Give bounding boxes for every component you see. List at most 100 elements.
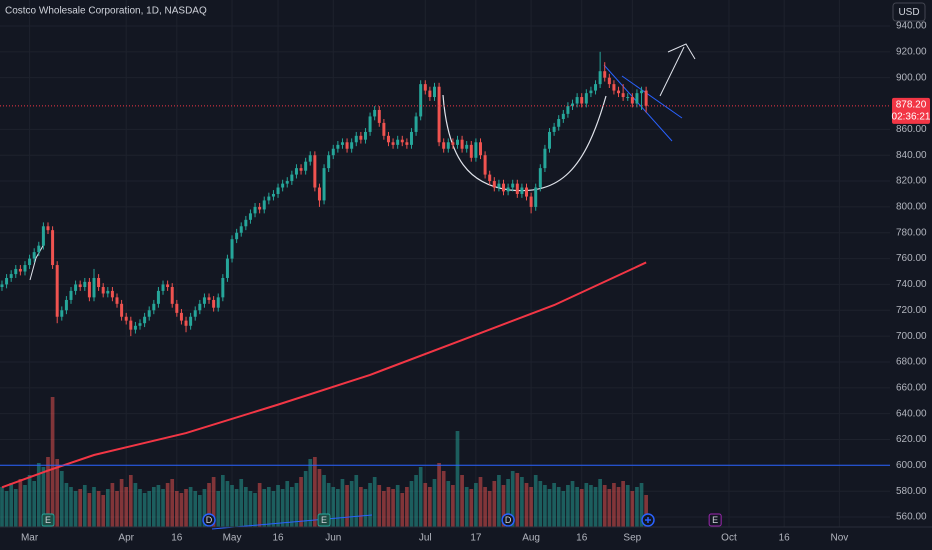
candle-body [373, 109, 377, 117]
currency-button[interactable] [892, 2, 926, 22]
candle-body [571, 103, 575, 107]
candle-body [74, 284, 78, 291]
volume-bar [478, 477, 483, 527]
y-tick-label: 900.00 [896, 72, 927, 83]
add-event-button[interactable] [641, 513, 655, 527]
volume-bar [243, 487, 248, 527]
candle-body [603, 71, 607, 78]
add-icon-plus[interactable] [645, 517, 651, 523]
x-tick-label: 16 [171, 533, 183, 544]
candle-body [156, 290, 160, 304]
volume-bar [469, 489, 474, 527]
arrow-line [659, 46, 685, 97]
candle-body [635, 93, 639, 104]
volume-bar [225, 481, 230, 527]
volume-bar [455, 431, 460, 527]
y-tick-label: 820.00 [896, 176, 927, 187]
volume-bar [280, 489, 285, 527]
candle-body [41, 226, 45, 246]
y-tick-label: 780.00 [896, 227, 927, 238]
candle-body [331, 148, 335, 156]
candle-body [60, 310, 64, 317]
event-label: E [45, 515, 51, 525]
candle-body [607, 77, 611, 85]
volume-bar [460, 475, 464, 527]
candle-body [469, 144, 473, 158]
candle-body [455, 139, 459, 145]
volume-bar [303, 471, 308, 527]
candle-body [474, 142, 478, 158]
candle-body [382, 122, 386, 136]
volume-bar [349, 481, 354, 527]
x-tick-label: 16 [576, 533, 588, 544]
volume-bar [308, 459, 313, 527]
candle-body [37, 245, 41, 253]
price-scale [890, 0, 932, 550]
volume-bar [105, 489, 110, 527]
volume-bar [616, 487, 621, 527]
volume-bar [368, 483, 372, 527]
candle-body [97, 277, 101, 288]
volume-bar [556, 487, 561, 527]
candle-body [308, 155, 312, 162]
volume-bar [276, 485, 280, 527]
event-label: E [321, 515, 327, 525]
candle-body [18, 268, 22, 272]
volume-bar [510, 471, 515, 527]
volume-bar [612, 483, 616, 527]
y-tick-label: 600.00 [896, 460, 927, 471]
volume-bar [589, 485, 593, 527]
candle-body [538, 168, 542, 188]
volume-bar [115, 491, 119, 527]
volume-bar [110, 483, 115, 527]
volume-bar [317, 469, 322, 527]
volume-bar [64, 483, 69, 527]
candle-body [598, 71, 602, 85]
candle-body [221, 277, 225, 298]
candles-layer [0, 51, 648, 337]
candle-body [451, 142, 455, 145]
volume-bar [464, 487, 469, 527]
volume-bar [340, 479, 345, 527]
volume-bar [395, 485, 400, 527]
candle-body [617, 90, 621, 94]
candle-body [354, 135, 358, 143]
y-tick-label: 840.00 [896, 150, 927, 161]
volume-bar [432, 479, 437, 527]
volume-bar [584, 483, 589, 527]
volume-bar [492, 481, 497, 527]
volume-bar [299, 477, 303, 527]
volume-bar [9, 483, 14, 527]
volume-bar [27, 475, 32, 527]
volume-bar [359, 487, 363, 527]
candle-body [502, 183, 505, 192]
candle-body [548, 131, 552, 149]
candle-body [258, 206, 262, 210]
x-tick-label: Jul [419, 533, 432, 544]
y-tick-label: 940.00 [896, 21, 927, 32]
volume-bar [474, 483, 478, 527]
volume-bar [73, 491, 78, 527]
candle-body [129, 320, 133, 330]
volume-bar [13, 489, 18, 527]
candle-body [202, 297, 206, 304]
volume-bar [59, 471, 64, 527]
volume-bar [96, 491, 101, 527]
candle-body [414, 116, 418, 132]
x-tick-label: May [223, 533, 242, 544]
volume-bar [363, 489, 368, 527]
volume-bar [625, 485, 630, 527]
candle-body [170, 287, 174, 304]
channel-line [621, 75, 683, 119]
volume-bar [0, 487, 4, 527]
x-tick-label: Mar [21, 533, 39, 544]
volume-bar [575, 487, 579, 527]
volume-bar [32, 481, 37, 527]
volume-bar [418, 467, 423, 527]
event-marker [708, 513, 722, 527]
candle-body [327, 155, 331, 169]
currency-label[interactable]: USD [898, 7, 919, 18]
last-price-tag: 878.20 02:36:21 [892, 97, 931, 124]
x-tick-label: Oct [721, 533, 737, 544]
